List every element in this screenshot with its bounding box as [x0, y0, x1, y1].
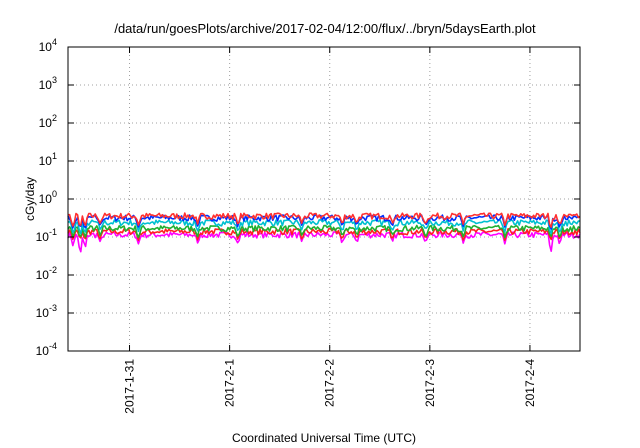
x-tick-label: 2017-2-3 [423, 359, 437, 407]
x-tick-label: 2017-2-2 [323, 359, 337, 407]
y-tick-label: 101 [39, 151, 57, 168]
x-axis-label: Coordinated Universal Time (UTC) [232, 431, 416, 445]
grid [68, 47, 580, 351]
y-tick-label: 10-2 [36, 265, 57, 282]
y-tick-label: 102 [39, 113, 57, 130]
series-line [67, 214, 581, 230]
x-tick-label: 2017-2-1 [223, 359, 237, 407]
x-axis: 2017-1-31 2017-2-1 2017-2-2 2017-2-3 2017-2-… [123, 47, 537, 414]
y-axis: 10-4 10-3 10-2 10-1 100 101 102 103 104 [36, 37, 580, 358]
series-group [67, 212, 581, 253]
y-tick-label: 10-1 [36, 227, 57, 244]
chart-title: /data/run/goesPlots/archive/2017-02-04/1… [114, 21, 536, 36]
y-tick-label: 100 [39, 189, 57, 206]
series-line [67, 219, 580, 235]
series-line [67, 227, 581, 241]
y-tick-label: 10-4 [36, 341, 57, 358]
series-line [68, 212, 581, 228]
x-tick-label: 2017-2-4 [523, 359, 537, 407]
series-line [67, 224, 581, 239]
y-axis-label: cGy/day [23, 177, 37, 221]
y-tick-label: 104 [39, 37, 57, 54]
y-tick-label: 103 [39, 75, 57, 92]
x-tick-label: 2017-1-31 [123, 359, 137, 414]
y-tick-label: 10-3 [36, 303, 57, 320]
